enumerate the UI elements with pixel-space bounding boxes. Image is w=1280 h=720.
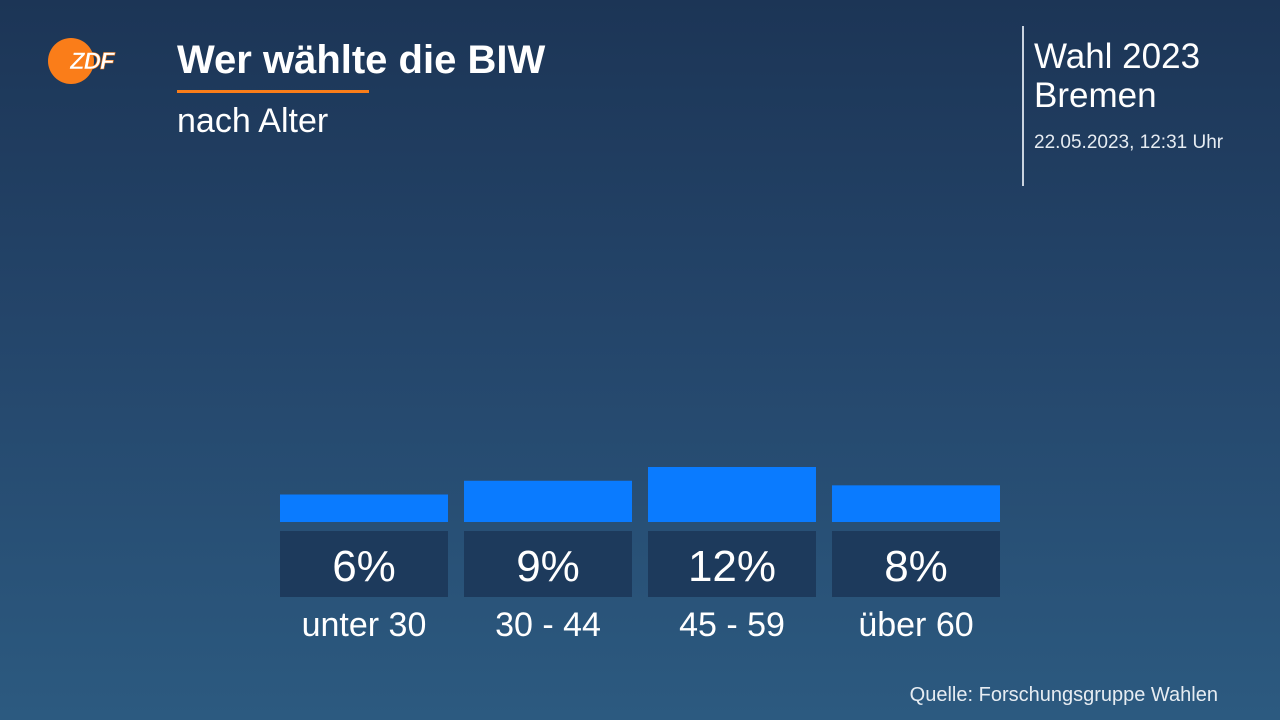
value-label-3: 12% xyxy=(688,542,776,591)
value-box-2 xyxy=(464,531,632,597)
bar-3 xyxy=(648,467,816,522)
bar-2 xyxy=(464,480,632,522)
zdf-logo-circle xyxy=(48,38,94,84)
category-label-3: 45 - 59 xyxy=(679,606,785,644)
category-label-1: unter 30 xyxy=(302,606,427,644)
value-box-1 xyxy=(280,531,448,597)
page-subtitle: nach Alter xyxy=(177,102,329,140)
zdf-logo-text: ZDF xyxy=(69,48,116,75)
election-name: Wahl 2023 xyxy=(1034,37,1201,76)
election-region: Bremen xyxy=(1034,76,1157,115)
title-underline xyxy=(177,90,369,93)
value-label-2: 9% xyxy=(516,542,580,591)
election-info: Wahl 2023 Bremen xyxy=(1034,37,1200,115)
category-label-2: 30 - 44 xyxy=(495,606,601,644)
value-box-4 xyxy=(832,531,1000,597)
value-label-4: 8% xyxy=(884,542,948,591)
bar-1 xyxy=(280,494,448,522)
source-note: Quelle: Forschungsgruppe Wahlen xyxy=(909,684,1218,706)
page-title: Wer wählte die BIW xyxy=(177,38,546,82)
value-label-1: 6% xyxy=(332,542,396,591)
category-label-4: über 60 xyxy=(858,606,973,644)
timestamp: 22.05.2023, 12:31 Uhr xyxy=(1034,132,1224,153)
info-divider xyxy=(1022,26,1024,186)
value-box-3 xyxy=(648,531,816,597)
zdf-logo: ZDF xyxy=(48,38,117,84)
bar-4 xyxy=(832,485,1000,522)
